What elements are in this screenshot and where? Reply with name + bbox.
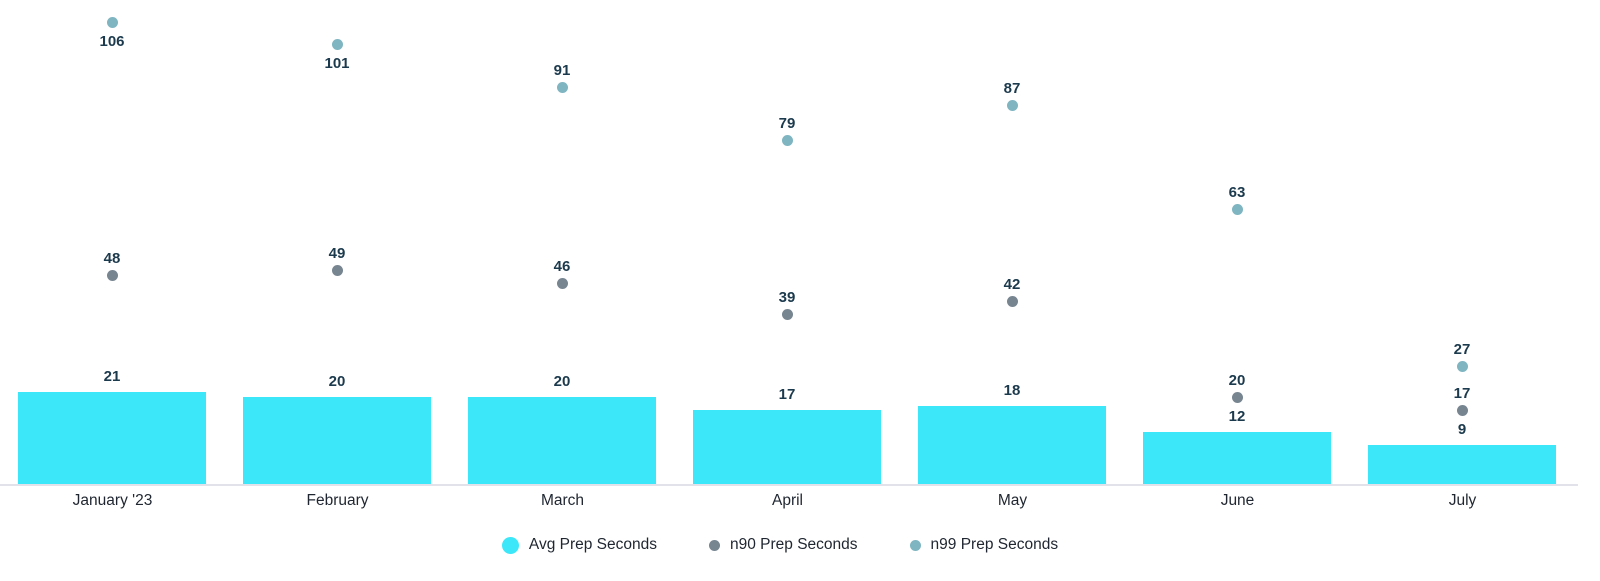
bar-avg-prep-seconds[interactable] (1143, 432, 1331, 484)
value-label: 79 (778, 115, 796, 132)
bar-avg-prep-seconds[interactable] (918, 406, 1106, 484)
point-n90-prep-seconds[interactable] (1231, 391, 1243, 403)
point-n99-prep-seconds[interactable] (781, 134, 793, 146)
value-label: 49 (328, 245, 346, 262)
x-axis-label: March (540, 492, 585, 509)
legend-item-n99-prep-seconds[interactable]: n99 Prep Seconds (909, 536, 1059, 554)
value-label: 17 (778, 386, 796, 403)
value-label: 20 (1228, 372, 1246, 389)
x-axis-label: April (771, 492, 803, 509)
value-label: 87 (1003, 80, 1021, 97)
value-label: 20 (328, 373, 346, 390)
x-axis-label: May (997, 492, 1028, 509)
value-label: 21 (103, 368, 121, 385)
point-n99-prep-seconds[interactable] (556, 81, 568, 93)
legend-label: n99 Prep Seconds (930, 536, 1059, 553)
value-label: 101 (324, 55, 350, 72)
point-n99-prep-seconds[interactable] (106, 16, 118, 28)
legend: Avg Prep Seconds n90 Prep Seconds n99 Prep… (0, 531, 1560, 559)
point-n99-prep-seconds[interactable] (1006, 99, 1018, 111)
value-label: 91 (553, 62, 571, 79)
x-axis-label: February (306, 492, 369, 509)
value-label: 9 (1457, 421, 1467, 438)
value-label: 18 (1003, 382, 1021, 399)
legend-label: n90 Prep Seconds (730, 536, 858, 553)
plot-area: 21 48 106 20 49 101 20 46 91 17 39 79 18 42 87 12 20 63 9 1… (18, 16, 1556, 484)
x-axis-labels: January '23 February March April May June July (0, 488, 1600, 514)
value-label: 48 (103, 250, 121, 267)
value-label: 27 (1453, 341, 1471, 358)
point-n90-prep-seconds[interactable] (106, 269, 118, 281)
point-n90-prep-seconds[interactable] (556, 277, 568, 289)
value-label: 46 (553, 258, 571, 275)
point-n99-prep-seconds[interactable] (1231, 203, 1243, 215)
legend-item-n90-prep-seconds[interactable]: n90 Prep Seconds (709, 536, 858, 554)
point-n90-prep-seconds[interactable] (781, 308, 793, 320)
bar-avg-prep-seconds[interactable] (243, 397, 431, 484)
value-label: 106 (99, 33, 125, 50)
bar-avg-prep-seconds[interactable] (468, 397, 656, 484)
value-label: 17 (1453, 385, 1471, 402)
value-label: 42 (1003, 276, 1021, 293)
point-n99-prep-seconds[interactable] (1456, 360, 1468, 372)
x-axis-label: June (1220, 492, 1255, 509)
point-n90-prep-seconds[interactable] (331, 264, 343, 276)
legend-marker-n99-prep-seconds (909, 539, 921, 551)
legend-marker-avg-prep-seconds (501, 536, 519, 554)
point-n90-prep-seconds[interactable] (1006, 295, 1018, 307)
point-n90-prep-seconds[interactable] (1456, 404, 1468, 416)
bar-avg-prep-seconds[interactable] (18, 392, 206, 484)
value-label: 20 (553, 373, 571, 390)
bar-avg-prep-seconds[interactable] (693, 410, 881, 484)
x-axis-label: July (1448, 492, 1477, 509)
legend-label: Avg Prep Seconds (528, 536, 657, 553)
value-label: 39 (778, 289, 796, 306)
x-axis-label: January '23 (72, 492, 153, 509)
legend-item-avg-prep-seconds[interactable]: Avg Prep Seconds (501, 536, 657, 554)
legend-marker-n90-prep-seconds (709, 539, 720, 551)
x-axis-line (0, 484, 1578, 486)
value-label: 12 (1228, 408, 1246, 425)
bar-avg-prep-seconds[interactable] (1368, 445, 1556, 484)
value-label: 63 (1228, 184, 1246, 201)
point-n99-prep-seconds[interactable] (331, 38, 343, 50)
